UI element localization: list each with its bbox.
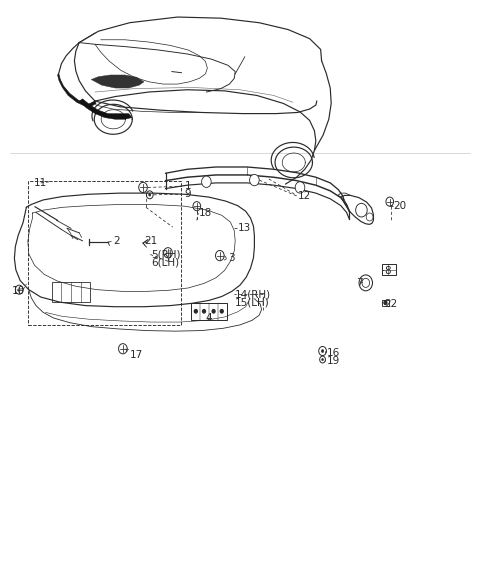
- Circle shape: [322, 358, 324, 361]
- Text: 6(LH): 6(LH): [151, 257, 180, 268]
- Text: 9: 9: [185, 189, 192, 199]
- Polygon shape: [58, 74, 96, 108]
- Text: 13: 13: [238, 223, 251, 233]
- Circle shape: [212, 310, 215, 313]
- Text: 11: 11: [34, 178, 47, 188]
- Text: 12: 12: [298, 191, 311, 201]
- Text: 7: 7: [356, 278, 363, 288]
- Text: 22: 22: [384, 299, 397, 309]
- Polygon shape: [79, 99, 132, 119]
- Text: 17: 17: [130, 350, 143, 360]
- Bar: [52, 282, 90, 302]
- Text: 10: 10: [12, 286, 25, 296]
- Text: 1: 1: [185, 181, 192, 191]
- Bar: [382, 300, 389, 306]
- Bar: [191, 303, 227, 320]
- Text: 8: 8: [384, 266, 391, 276]
- Bar: [28, 181, 181, 325]
- Text: 15(LH): 15(LH): [235, 297, 270, 307]
- Circle shape: [220, 310, 223, 313]
- Circle shape: [203, 310, 205, 313]
- Text: 16: 16: [326, 348, 340, 358]
- Text: 4: 4: [205, 313, 212, 323]
- Circle shape: [194, 310, 197, 313]
- Text: 19: 19: [326, 356, 340, 366]
- Text: 3: 3: [228, 253, 235, 264]
- Text: 2: 2: [113, 236, 120, 247]
- Text: 5(RH): 5(RH): [151, 249, 180, 260]
- Text: 20: 20: [394, 201, 407, 211]
- Text: 14(RH): 14(RH): [235, 289, 271, 299]
- Circle shape: [295, 182, 305, 193]
- Circle shape: [356, 203, 367, 217]
- Circle shape: [366, 213, 373, 221]
- Circle shape: [321, 349, 324, 353]
- Text: 21: 21: [144, 236, 157, 247]
- Circle shape: [250, 174, 259, 186]
- Circle shape: [149, 194, 151, 196]
- Polygon shape: [91, 75, 144, 88]
- Circle shape: [384, 301, 387, 304]
- Text: 18: 18: [199, 208, 213, 218]
- Circle shape: [202, 176, 211, 187]
- Bar: [382, 264, 396, 275]
